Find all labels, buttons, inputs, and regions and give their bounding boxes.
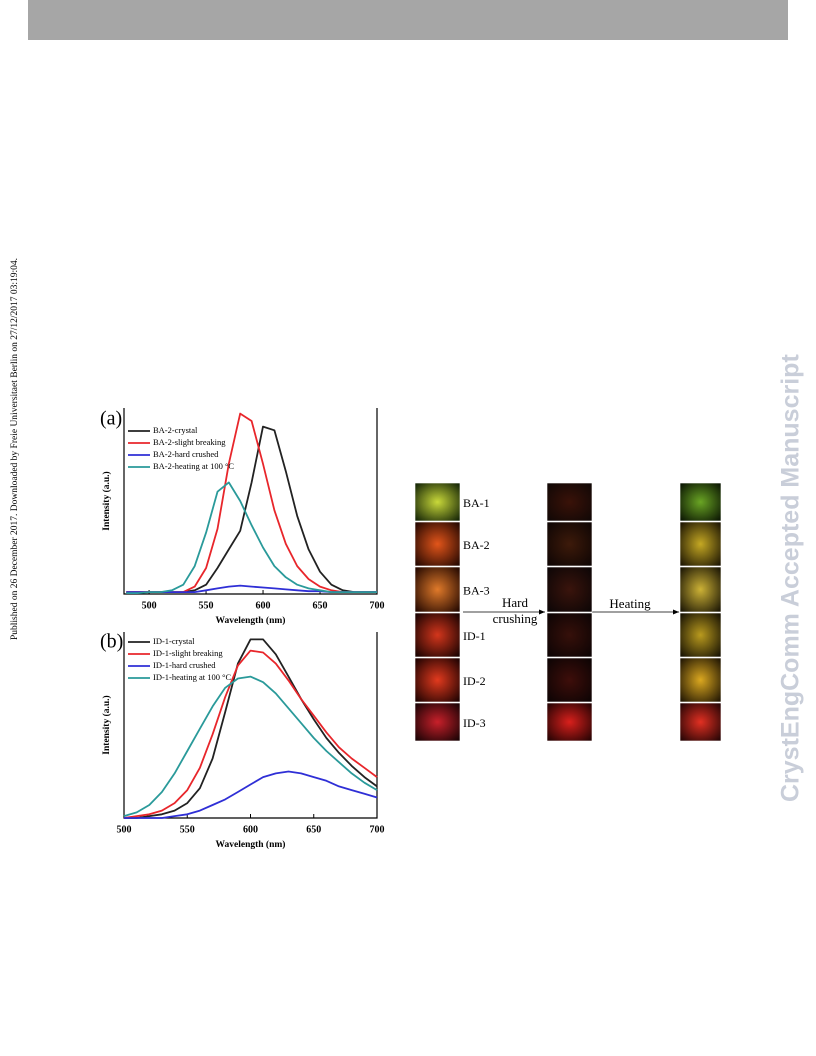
series-line	[123, 649, 378, 819]
axis-frame	[123, 408, 378, 595]
step-label: Hard	[502, 595, 528, 610]
x-tick-label: 550	[180, 824, 195, 835]
panel-title: (b)	[100, 631, 123, 653]
arrow-head	[539, 609, 545, 615]
sample-photo	[546, 612, 593, 658]
y-axis-title: Intensity (a.u.)	[101, 695, 112, 754]
sample-photo	[414, 702, 461, 742]
sample-label: ID-2	[463, 674, 486, 688]
x-axis-title: Wavelength (nm)	[216, 615, 286, 626]
sample-photo	[546, 566, 593, 613]
step-label: crushing	[493, 611, 538, 626]
sample-label: BA-1	[463, 496, 490, 510]
legend-label: BA-2-heating at 100 °C	[153, 461, 234, 471]
series-line	[126, 481, 377, 594]
sample-photo	[546, 702, 593, 742]
legend-label: BA-2-crystal	[153, 425, 198, 435]
panel-title: (a)	[100, 408, 122, 430]
sample-photo	[414, 657, 461, 703]
figure-c: Hard crushing Heating BA-1 BA-2 BA-3 ID-1 ID…	[414, 482, 722, 742]
sample-photo	[546, 482, 593, 522]
legend-label: BA-2-slight breaking	[153, 437, 226, 447]
legend-label: BA-2-hard crushed	[153, 449, 219, 459]
legend-label: ID-1-slight breaking	[153, 648, 223, 658]
series-line	[124, 638, 378, 819]
x-tick-label: 700	[370, 824, 385, 835]
x-tick-label: 500	[142, 600, 157, 611]
arrow-head	[673, 609, 679, 615]
sample-photo	[546, 657, 593, 703]
chart: 500 550 600 650 700 Wavelength (nm) Intensity …	[100, 631, 385, 851]
x-tick-label: 650	[313, 600, 328, 611]
sample-photo	[414, 521, 461, 567]
sample-photo	[414, 612, 461, 658]
sample-photo	[679, 482, 722, 522]
legend-label: ID-1-crystal	[153, 636, 195, 646]
sample-photo	[679, 521, 722, 567]
sample-photo	[414, 566, 461, 613]
sample-label: BA-2	[463, 538, 490, 552]
x-tick-label: 550	[199, 600, 214, 611]
sample-photo	[679, 657, 722, 703]
legend-label: ID-1-heating at 100 °C	[153, 672, 232, 682]
x-tick-label: 600	[256, 600, 271, 611]
sample-photo	[679, 566, 722, 613]
sample-photo	[414, 482, 461, 522]
series-line	[124, 770, 378, 819]
chart: 500 550 600 650 700 Wavelength (nm) Intensity …	[100, 408, 385, 627]
x-tick-label: 650	[306, 824, 321, 835]
x-axis-title: Wavelength (nm)	[216, 839, 286, 850]
sample-photo	[546, 521, 593, 567]
header-bar	[28, 0, 788, 40]
x-tick-label: 600	[243, 824, 258, 835]
legend-label: ID-1-hard crushed	[153, 660, 216, 670]
step-label: Heating	[609, 596, 651, 611]
sample-label: ID-1	[463, 629, 486, 643]
sample-label: BA-3	[463, 583, 490, 597]
y-axis-title: Intensity (a.u.)	[101, 471, 112, 530]
sample-label: ID-3	[463, 716, 486, 730]
sample-photo	[679, 702, 722, 742]
x-tick-label: 500	[117, 824, 132, 835]
watermark: CrystEngComm Accepted Manuscript	[777, 354, 805, 802]
x-tick-label: 700	[370, 600, 385, 611]
sample-photo	[679, 612, 722, 658]
side-note: Published on 26 December 2017. Downloade…	[10, 258, 20, 640]
series-line	[123, 675, 378, 817]
